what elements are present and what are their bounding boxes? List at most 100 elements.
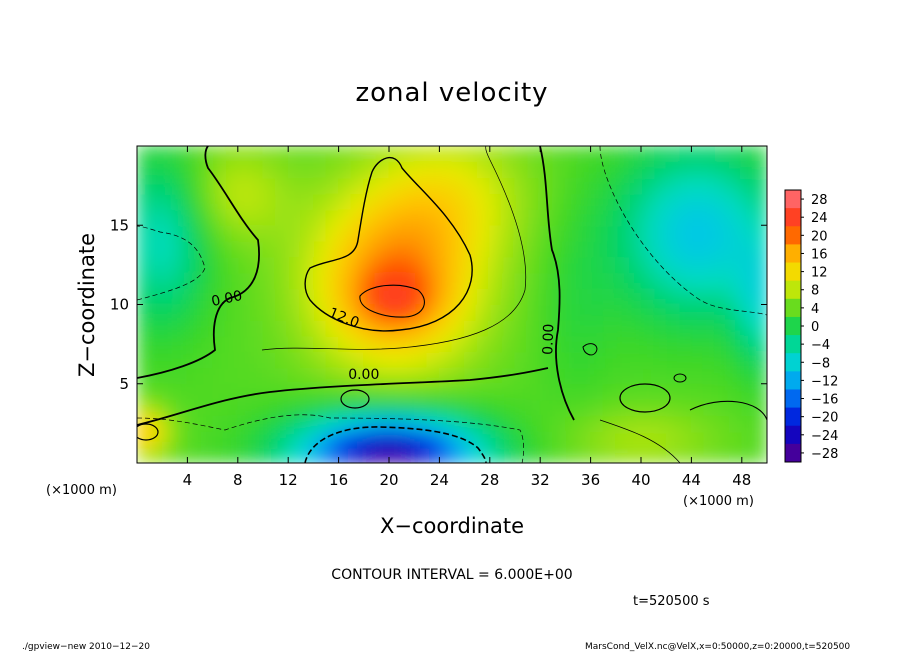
heat-cell xyxy=(174,446,188,463)
heat-cell xyxy=(426,208,440,226)
heat-cell xyxy=(300,367,314,385)
heat-cell xyxy=(287,335,302,353)
heat-cell xyxy=(413,193,428,210)
heat-cell xyxy=(287,193,302,210)
heat-cell xyxy=(640,319,655,337)
heat-cell xyxy=(653,240,667,258)
contour-neg6-left xyxy=(137,225,206,301)
heat-cell xyxy=(476,193,491,210)
time-label: t=520500 s xyxy=(633,594,710,609)
heat-cell xyxy=(174,208,188,226)
heat-cell xyxy=(224,399,239,416)
heat-cell xyxy=(426,146,440,163)
heat-cell xyxy=(741,224,755,242)
heat-cell xyxy=(174,288,188,305)
heat-cell xyxy=(476,367,491,385)
heat-cell xyxy=(501,146,516,163)
heat-cell xyxy=(678,383,692,401)
heat-cell xyxy=(186,208,201,226)
heat-cell xyxy=(312,224,327,242)
heat-cell xyxy=(602,351,617,369)
heat-cell xyxy=(703,146,718,163)
heat-cell xyxy=(527,256,541,274)
heat-cell xyxy=(438,240,453,258)
heat-cell xyxy=(224,208,239,226)
heat-cell xyxy=(350,240,365,258)
heat-cell xyxy=(564,351,579,369)
heat-cell xyxy=(312,193,327,210)
heat-cell xyxy=(753,288,767,305)
colorbar-segment xyxy=(785,371,801,390)
heat-cell xyxy=(325,414,340,432)
heat-cell xyxy=(653,272,667,290)
footer-right: MarsCond_VelX.nc@VelX,x=0:50000,z=0:2000… xyxy=(585,642,851,652)
heat-cell xyxy=(426,256,440,274)
heat-cell xyxy=(451,335,466,353)
heat-cell xyxy=(627,208,642,226)
colorbar-segment xyxy=(785,262,801,282)
heat-cell xyxy=(287,399,302,416)
colorbar-label: −24 xyxy=(811,429,838,444)
heat-cell xyxy=(426,399,440,416)
heatmap-field xyxy=(137,146,767,463)
colorbar-label: 16 xyxy=(811,247,828,262)
heat-cell xyxy=(640,430,655,448)
heat-cell xyxy=(237,146,251,163)
heat-cell xyxy=(300,208,314,226)
heat-cell xyxy=(564,177,579,195)
heat-cell xyxy=(514,430,529,448)
heat-cell xyxy=(300,240,314,258)
heat-cell xyxy=(514,256,529,274)
heat-cell xyxy=(350,272,365,290)
heat-cell xyxy=(186,414,201,432)
heat-cell xyxy=(514,399,529,416)
heat-cell xyxy=(401,383,415,401)
heat-cell xyxy=(413,414,428,432)
heat-cell xyxy=(577,161,592,179)
heat-cell xyxy=(741,319,755,337)
heat-cell xyxy=(388,177,403,195)
heat-cell xyxy=(665,193,680,210)
heat-cell xyxy=(249,177,264,195)
heat-cell xyxy=(300,161,314,179)
heat-cell xyxy=(249,208,264,226)
heat-cell xyxy=(476,414,491,432)
heat-cell xyxy=(237,240,251,258)
heat-cell xyxy=(375,240,390,258)
heat-cell xyxy=(137,399,151,416)
heat-cell xyxy=(438,224,453,242)
heat-cell xyxy=(149,367,163,385)
heat-cell xyxy=(312,399,327,416)
heat-cell xyxy=(615,193,629,210)
heat-cell xyxy=(325,288,340,305)
heat-cell xyxy=(363,446,377,463)
heat-cell xyxy=(464,240,478,258)
heat-cell xyxy=(741,414,755,432)
contour-label: 0.00 xyxy=(540,323,557,355)
heat-cell xyxy=(753,446,767,463)
heat-cell xyxy=(476,288,491,305)
colorbar-label: 12 xyxy=(811,266,828,281)
heat-cell xyxy=(287,319,302,337)
heat-cell xyxy=(615,319,629,337)
heat-cell xyxy=(728,288,743,305)
colorbar-label: 8 xyxy=(811,284,819,299)
heat-cell xyxy=(665,256,680,274)
heat-cell xyxy=(275,272,289,290)
heat-cell xyxy=(312,240,327,258)
heat-cell xyxy=(464,383,478,401)
heat-cell xyxy=(539,319,554,337)
heat-cell xyxy=(527,177,541,195)
heat-cell xyxy=(627,304,642,321)
heat-cell xyxy=(149,414,163,432)
heat-cell xyxy=(577,272,592,290)
heat-cell xyxy=(287,304,302,321)
x-axis-label: X−coordinate xyxy=(380,514,524,538)
heat-cell xyxy=(312,335,327,353)
heat-cell xyxy=(174,351,188,369)
x-tick-label: 8 xyxy=(233,471,243,489)
heat-cell xyxy=(489,304,503,321)
heat-cell xyxy=(577,177,592,195)
heat-cell xyxy=(564,272,579,290)
